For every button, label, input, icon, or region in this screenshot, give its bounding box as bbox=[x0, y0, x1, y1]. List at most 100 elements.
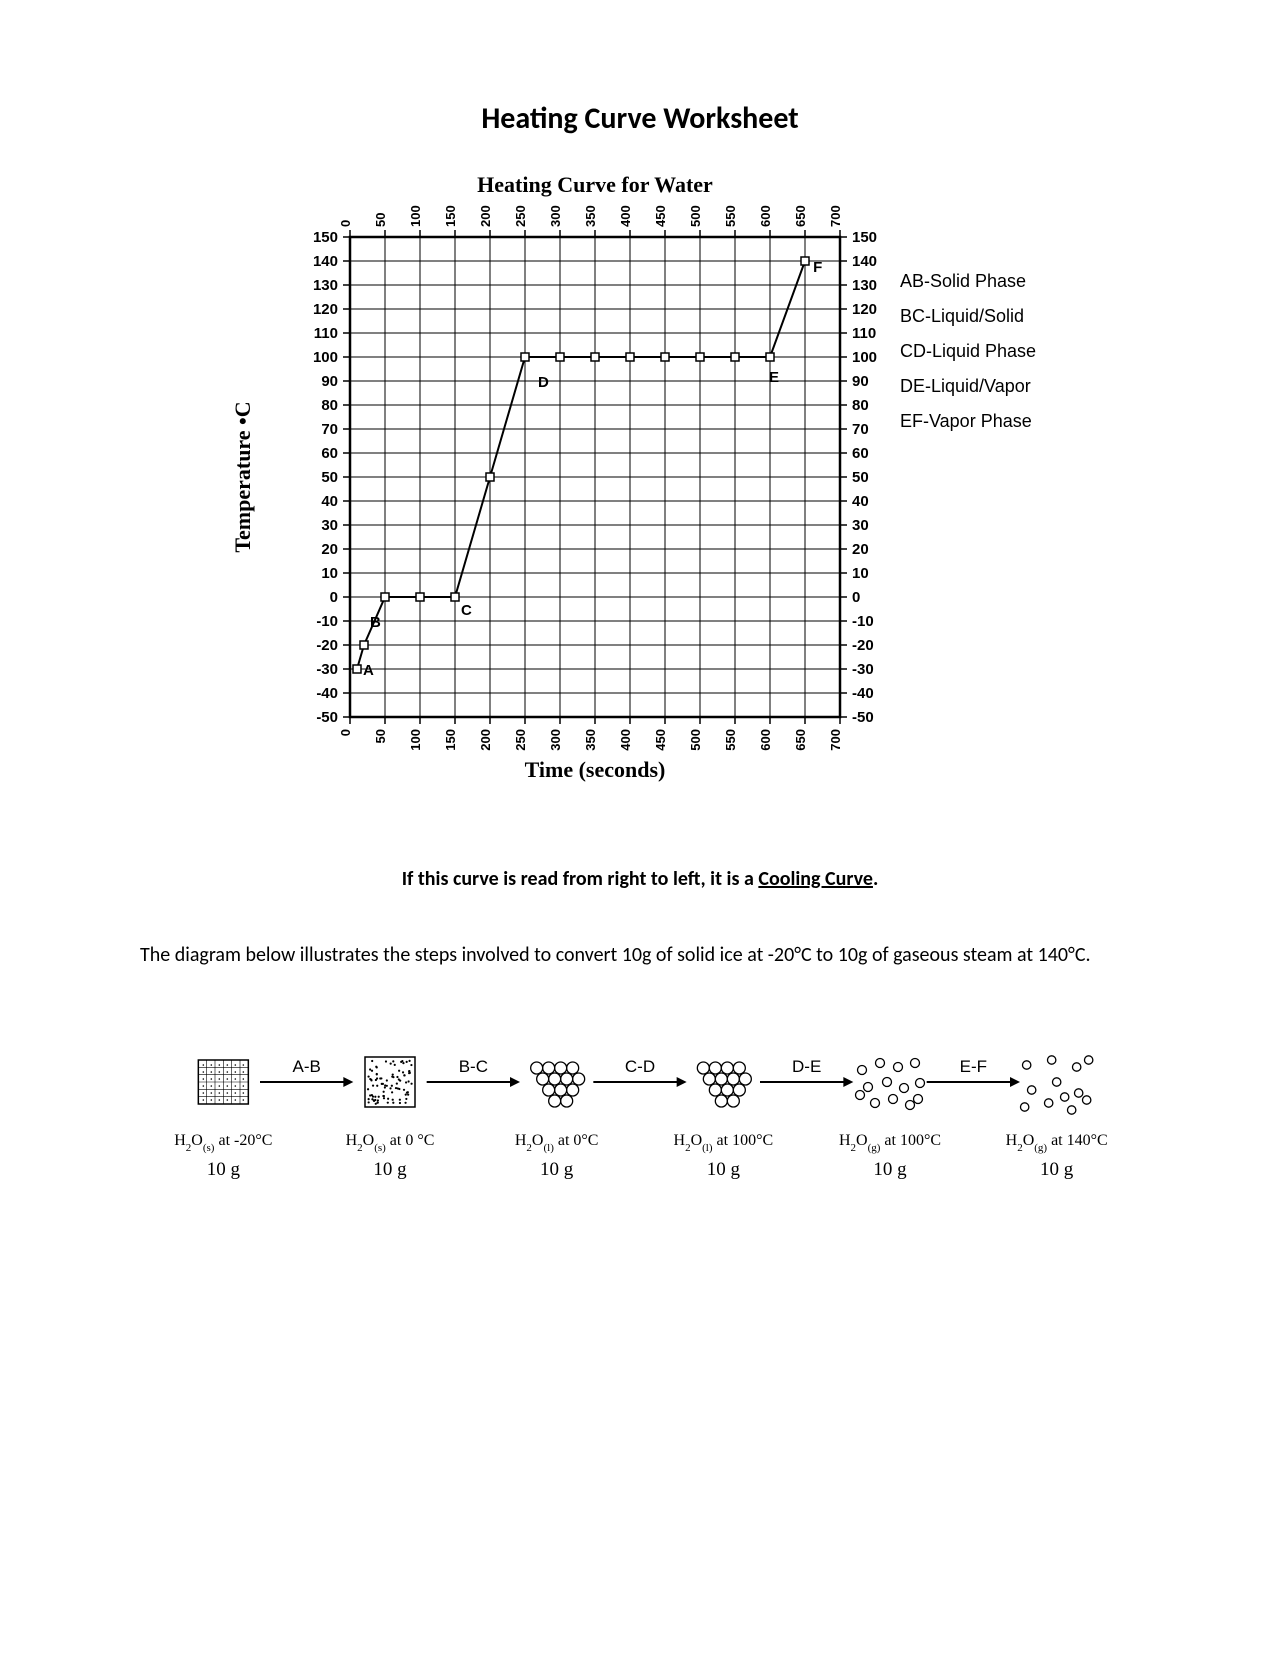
svg-text:-50: -50 bbox=[316, 709, 338, 726]
svg-text:C: C bbox=[461, 602, 472, 619]
svg-text:H2O(s) at -20°C: H2O(s) at -20°C bbox=[174, 1132, 272, 1154]
svg-text:0: 0 bbox=[338, 220, 353, 227]
svg-text:60: 60 bbox=[321, 445, 338, 462]
svg-text:H2O(g) at 140°C: H2O(g) at 140°C bbox=[1006, 1132, 1108, 1154]
svg-text:90: 90 bbox=[321, 373, 338, 390]
svg-text:600: 600 bbox=[758, 205, 773, 227]
svg-text:50: 50 bbox=[321, 469, 338, 486]
svg-text:40: 40 bbox=[852, 493, 869, 510]
svg-text:-50: -50 bbox=[852, 709, 874, 726]
svg-text:130: 130 bbox=[313, 277, 338, 294]
svg-text:120: 120 bbox=[852, 301, 877, 318]
svg-text:-40: -40 bbox=[316, 685, 338, 702]
svg-text:100: 100 bbox=[313, 349, 338, 366]
svg-text:130: 130 bbox=[852, 277, 877, 294]
svg-text:10: 10 bbox=[321, 565, 338, 582]
svg-text:H2O(g) at 100°C: H2O(g) at 100°C bbox=[839, 1132, 941, 1154]
svg-text:-40: -40 bbox=[852, 685, 874, 702]
svg-text:250: 250 bbox=[513, 205, 528, 227]
svg-text:550: 550 bbox=[723, 729, 738, 751]
svg-text:0: 0 bbox=[330, 589, 338, 606]
svg-text:60: 60 bbox=[852, 445, 869, 462]
svg-text:140: 140 bbox=[313, 253, 338, 270]
svg-text:10 g: 10 g bbox=[1040, 1159, 1074, 1180]
svg-text:BC-Liquid/Solid: BC-Liquid/Solid bbox=[900, 306, 1024, 326]
svg-text:A: A bbox=[363, 662, 374, 679]
svg-text:B: B bbox=[370, 614, 381, 631]
svg-text:E: E bbox=[769, 369, 779, 386]
svg-text:A-B: A-B bbox=[292, 1057, 320, 1076]
svg-text:0: 0 bbox=[852, 589, 860, 606]
steps-svg: H2O(s) at -20°C 10 g H2O(s) at 0 °C 10 g H2O… bbox=[140, 1020, 1140, 1210]
cooling-curve-note: If this curve is read from right to left… bbox=[140, 867, 1140, 891]
svg-text:F: F bbox=[813, 259, 822, 276]
svg-text:D: D bbox=[538, 374, 549, 391]
svg-text:20: 20 bbox=[321, 541, 338, 558]
svg-text:50: 50 bbox=[373, 213, 388, 227]
svg-text:AB-Solid Phase: AB-Solid Phase bbox=[900, 271, 1026, 291]
svg-text:10 g: 10 g bbox=[873, 1159, 907, 1180]
svg-text:E-F: E-F bbox=[960, 1057, 987, 1076]
svg-text:CD-Liquid Phase: CD-Liquid Phase bbox=[900, 341, 1036, 361]
svg-text:100: 100 bbox=[852, 349, 877, 366]
note-suffix: . bbox=[873, 867, 878, 891]
svg-text:10 g: 10 g bbox=[373, 1159, 407, 1180]
svg-text:50: 50 bbox=[852, 469, 869, 486]
svg-text:H2O(s) at 0 °C: H2O(s) at 0 °C bbox=[346, 1132, 435, 1154]
svg-text:-20: -20 bbox=[852, 637, 874, 654]
svg-text:100: 100 bbox=[408, 205, 423, 227]
description-text: The diagram below illustrates the steps … bbox=[140, 941, 1140, 970]
svg-text:H2O(l) at 0°C: H2O(l) at 0°C bbox=[515, 1132, 599, 1154]
svg-text:650: 650 bbox=[793, 205, 808, 227]
svg-text:500: 500 bbox=[688, 205, 703, 227]
svg-text:70: 70 bbox=[321, 421, 338, 438]
svg-text:C-D: C-D bbox=[625, 1057, 655, 1076]
svg-text:40: 40 bbox=[321, 493, 338, 510]
svg-text:400: 400 bbox=[618, 205, 633, 227]
svg-text:10 g: 10 g bbox=[207, 1159, 241, 1180]
svg-text:0: 0 bbox=[338, 729, 353, 736]
svg-text:90: 90 bbox=[852, 373, 869, 390]
svg-text:20: 20 bbox=[852, 541, 869, 558]
note-underlined: Cooling Curve bbox=[758, 867, 873, 891]
svg-text:450: 450 bbox=[653, 205, 668, 227]
svg-text:-10: -10 bbox=[316, 613, 338, 630]
svg-text:140: 140 bbox=[852, 253, 877, 270]
svg-text:150: 150 bbox=[313, 229, 338, 246]
svg-text:Heating Curve for Water: Heating Curve for Water bbox=[477, 172, 713, 197]
svg-text:-30: -30 bbox=[852, 661, 874, 678]
svg-text:700: 700 bbox=[828, 729, 843, 751]
svg-text:-30: -30 bbox=[316, 661, 338, 678]
svg-text:110: 110 bbox=[852, 325, 876, 342]
svg-text:650: 650 bbox=[793, 729, 808, 751]
svg-text:250: 250 bbox=[513, 729, 528, 751]
svg-text:10 g: 10 g bbox=[540, 1159, 574, 1180]
svg-text:350: 350 bbox=[583, 729, 598, 751]
svg-text:50: 50 bbox=[373, 729, 388, 743]
svg-text:-20: -20 bbox=[316, 637, 338, 654]
svg-text:100: 100 bbox=[408, 729, 423, 751]
svg-text:700: 700 bbox=[828, 205, 843, 227]
svg-text:Time (seconds): Time (seconds) bbox=[525, 757, 666, 782]
svg-text:200: 200 bbox=[478, 729, 493, 751]
svg-text:150: 150 bbox=[852, 229, 877, 246]
svg-text:350: 350 bbox=[583, 205, 598, 227]
svg-text:600: 600 bbox=[758, 729, 773, 751]
svg-text:DE-Liquid/Vapor: DE-Liquid/Vapor bbox=[900, 376, 1031, 396]
svg-text:80: 80 bbox=[852, 397, 869, 414]
phase-steps-diagram: H2O(s) at -20°C 10 g H2O(s) at 0 °C 10 g H2O… bbox=[140, 1020, 1140, 1210]
note-prefix: If this curve is read from right to left… bbox=[402, 867, 759, 891]
heating-curve-chart: Heating Curve for Water -50 -50 -40 -40 -30 -3… bbox=[140, 167, 1140, 807]
svg-text:500: 500 bbox=[688, 729, 703, 751]
page-title: Heating Curve Worksheet bbox=[140, 100, 1140, 137]
svg-text:110: 110 bbox=[314, 325, 338, 342]
svg-text:300: 300 bbox=[548, 205, 563, 227]
svg-text:H2O(l) at 100°C: H2O(l) at 100°C bbox=[674, 1132, 774, 1154]
svg-text:10 g: 10 g bbox=[707, 1159, 741, 1180]
svg-text:30: 30 bbox=[852, 517, 869, 534]
svg-text:-10: -10 bbox=[852, 613, 874, 630]
svg-text:80: 80 bbox=[321, 397, 338, 414]
svg-text:450: 450 bbox=[653, 729, 668, 751]
svg-text:30: 30 bbox=[321, 517, 338, 534]
svg-text:150: 150 bbox=[443, 205, 458, 227]
